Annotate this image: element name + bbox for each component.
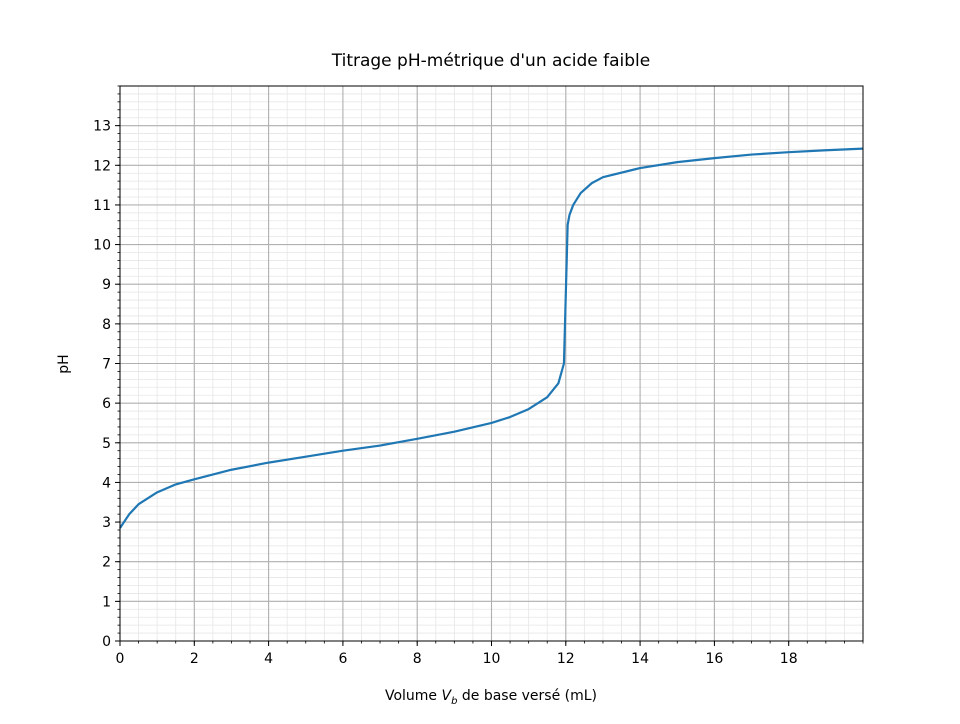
y-tick-label: 1 xyxy=(102,594,111,610)
y-tick-label: 11 xyxy=(93,198,111,214)
grid xyxy=(119,85,864,642)
x-tick-label: 4 xyxy=(264,651,273,667)
x-tick-label: 14 xyxy=(631,651,649,667)
y-tick-label: 4 xyxy=(102,475,111,491)
x-axis-label: Volume Vb de base versé (mL) xyxy=(385,688,597,707)
x-label-part: Volume xyxy=(385,688,442,704)
y-tick-label: 2 xyxy=(102,555,111,571)
x-tick-label: 12 xyxy=(557,651,575,667)
y-tick-label: 9 xyxy=(102,277,111,293)
y-tick-label: 10 xyxy=(93,238,111,254)
x-tick-label: 0 xyxy=(116,651,125,667)
x-tick-label: 8 xyxy=(413,651,422,667)
x-label-part: b xyxy=(451,696,457,707)
y-tick-label: 13 xyxy=(93,119,111,135)
y-tick-label: 0 xyxy=(102,634,111,650)
x-tick-label: 10 xyxy=(483,651,501,667)
x-label-part: de base versé (mL) xyxy=(457,688,597,704)
x-tick-label: 6 xyxy=(338,651,347,667)
x-tick-label: 16 xyxy=(705,651,723,667)
x-tick-label: 2 xyxy=(190,651,199,667)
y-tick-label: 5 xyxy=(102,436,111,452)
plot-area xyxy=(119,147,864,529)
y-tick-label: 8 xyxy=(102,317,111,333)
chart-title: Titrage pH-métrique d'un acide faible xyxy=(331,51,651,71)
x-tick-label: 18 xyxy=(780,651,798,667)
y-axis-label: pH xyxy=(56,354,72,373)
y-tick-label: 6 xyxy=(102,396,111,412)
y-tick-label: 12 xyxy=(93,158,111,174)
y-tick-label: 3 xyxy=(102,515,111,531)
y-tick-label: 7 xyxy=(102,357,111,373)
x-label-part: V xyxy=(441,688,452,704)
data-line xyxy=(119,147,864,529)
